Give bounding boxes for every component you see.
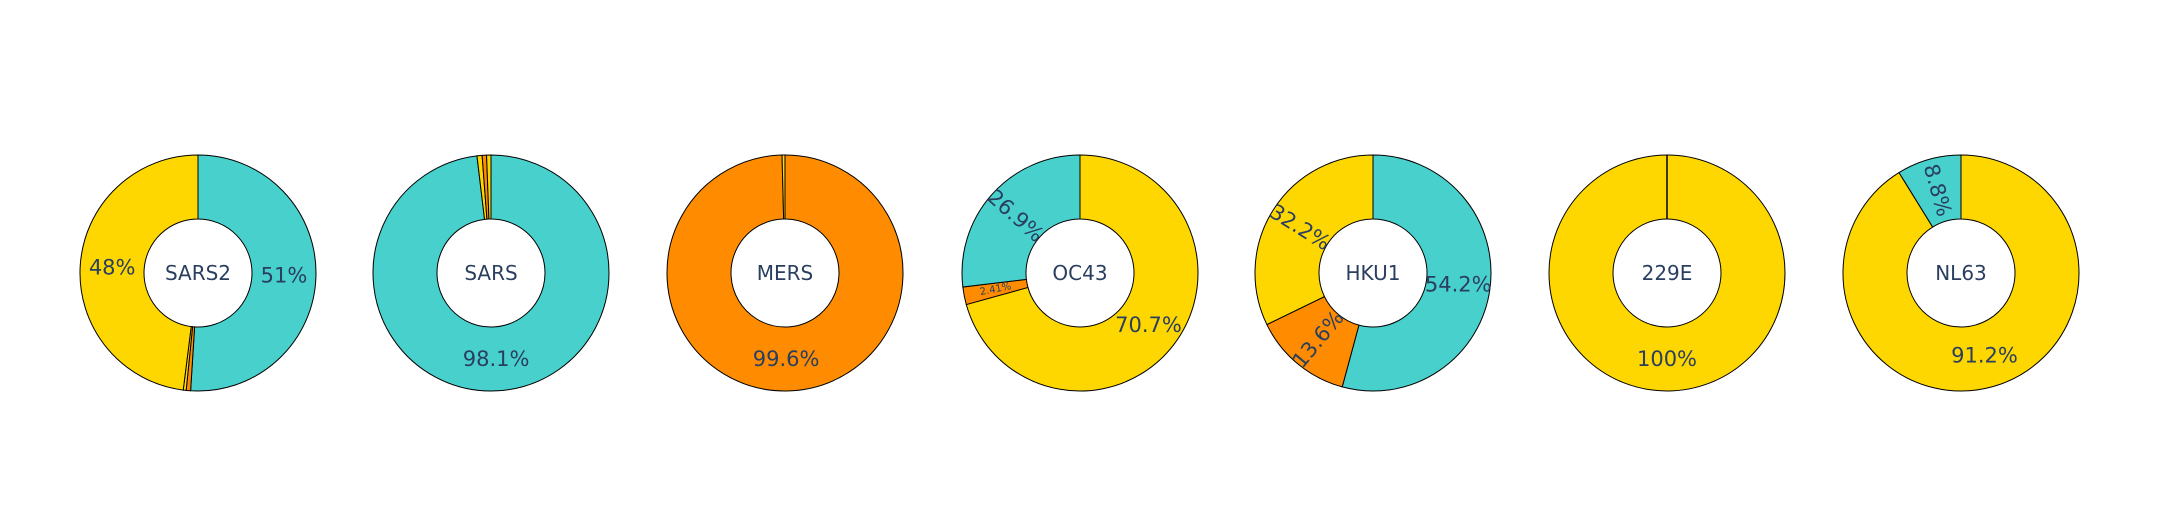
slice-label: 99.6% <box>753 347 820 371</box>
donut-center-label: NL63 <box>1935 261 1987 285</box>
donut-slice <box>1842 154 2080 392</box>
donut-slice <box>1341 154 1492 392</box>
donut-chart-4: 54.2%13.6%32.2%HKU1 <box>1254 154 1492 392</box>
donut-slice <box>1548 154 1786 392</box>
slice-label: 51% <box>261 264 308 288</box>
slice-label: 100% <box>1637 347 1697 371</box>
donut-chart-6: 91.2%8.8%NL63 <box>1842 154 2080 392</box>
donut-chart-3: 70.7%2.41%26.9%OC43 <box>961 154 1199 392</box>
slice-label: 98.1% <box>463 347 530 371</box>
donut-slice <box>1898 154 1962 228</box>
donut-center-label: HKU1 <box>1346 261 1401 285</box>
donut-slice <box>781 154 786 220</box>
donut-slice <box>666 154 904 392</box>
donut-chart-0: 51% 48% SARS2 <box>79 154 317 392</box>
donut-center-label: SARS <box>464 261 517 285</box>
donut-slice <box>372 154 610 392</box>
donut-chart-2: 99.6% MERS <box>666 154 904 392</box>
donut-center-label: MERS <box>757 261 813 285</box>
slice-label: 70.7% <box>1115 313 1182 337</box>
slice-label: 48% <box>89 256 136 280</box>
donut-chart-5: 100% 229E <box>1548 154 1786 392</box>
donut-chart-1: 98.1% SARS <box>372 154 610 392</box>
slice-label: 91.2% <box>1951 344 2018 368</box>
slice-label: 54.2% <box>1425 272 1492 296</box>
donut-slice <box>961 154 1081 288</box>
donut-slice <box>1254 154 1374 326</box>
donut-slice <box>79 154 199 391</box>
donut-slice <box>190 154 317 392</box>
donut-center-label: OC43 <box>1052 261 1107 285</box>
donut-center-label: SARS2 <box>165 261 231 285</box>
donut-slice <box>965 154 1199 392</box>
donut-center-label: 229E <box>1642 261 1693 285</box>
donut-slice <box>486 154 492 220</box>
